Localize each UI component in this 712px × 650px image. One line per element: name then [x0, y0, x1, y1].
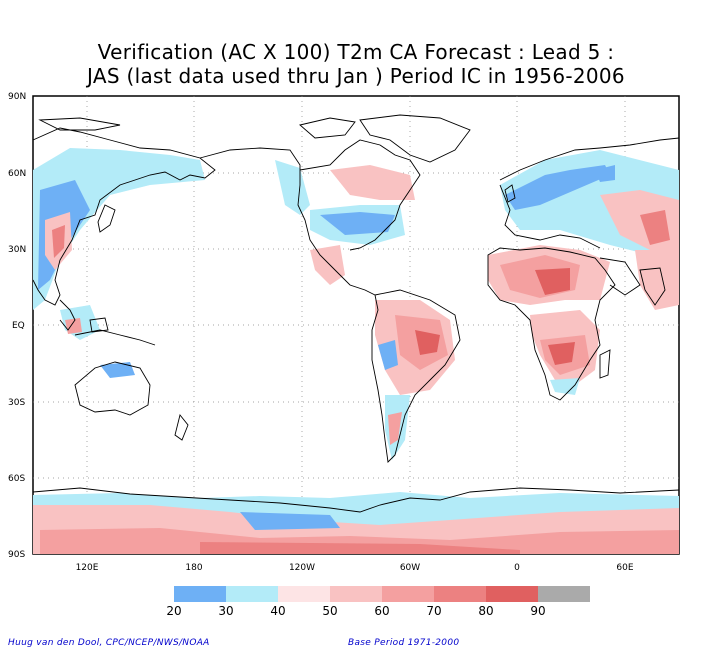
legend-swatch	[226, 586, 278, 602]
legend-swatch	[538, 586, 590, 602]
lat-label: 30S	[8, 398, 25, 408]
lat-label: 30N	[8, 245, 26, 255]
credit-text: Huug van den Dool, CPC/NCEP/NWS/NOAA	[8, 638, 210, 648]
lat-label: 90N	[8, 92, 26, 102]
lon-label: 60W	[400, 563, 420, 573]
lat-label: 60N	[8, 169, 26, 179]
color-legend	[174, 586, 590, 602]
lat-label: 90S	[8, 550, 25, 560]
lon-label: 60E	[616, 563, 633, 573]
lon-label: 120E	[76, 563, 99, 573]
lon-label: 120W	[289, 563, 315, 573]
lon-label: 180	[185, 563, 202, 573]
legend-swatch	[382, 586, 434, 602]
lon-labels: 120E 180 120W 60W 0 60E	[76, 563, 634, 573]
legend-swatch	[486, 586, 538, 602]
shaded-fields	[33, 148, 679, 554]
lon-label: 0	[514, 563, 520, 573]
title-line-2: JAS (last data used thru Jan ) Period IC…	[87, 64, 625, 88]
legend-tick-label: 30	[218, 604, 234, 618]
coastlines	[32, 114, 680, 513]
legend-swatch	[174, 586, 226, 602]
legend-tick-label: 60	[374, 604, 390, 618]
legend-swatch	[330, 586, 382, 602]
legend-tick-label: 50	[322, 604, 338, 618]
lat-label: 60S	[8, 474, 25, 484]
legend-tick-label: 70	[426, 604, 442, 618]
title-line-1: Verification (AC X 100) T2m CA Forecast …	[97, 40, 615, 64]
legend-tick-label: 20	[166, 604, 182, 618]
lat-labels: 90N 60N 30N EQ 30S 60S 90S	[8, 92, 26, 560]
legend-tick-label: 40	[270, 604, 286, 618]
legend-swatch	[434, 586, 486, 602]
legend-tick-label: 80	[478, 604, 494, 618]
legend-tick-label: 90	[530, 604, 546, 618]
legend-swatch	[278, 586, 330, 602]
base-period-text: Base Period 1971-2000	[348, 638, 460, 648]
lat-label: EQ	[12, 321, 25, 331]
